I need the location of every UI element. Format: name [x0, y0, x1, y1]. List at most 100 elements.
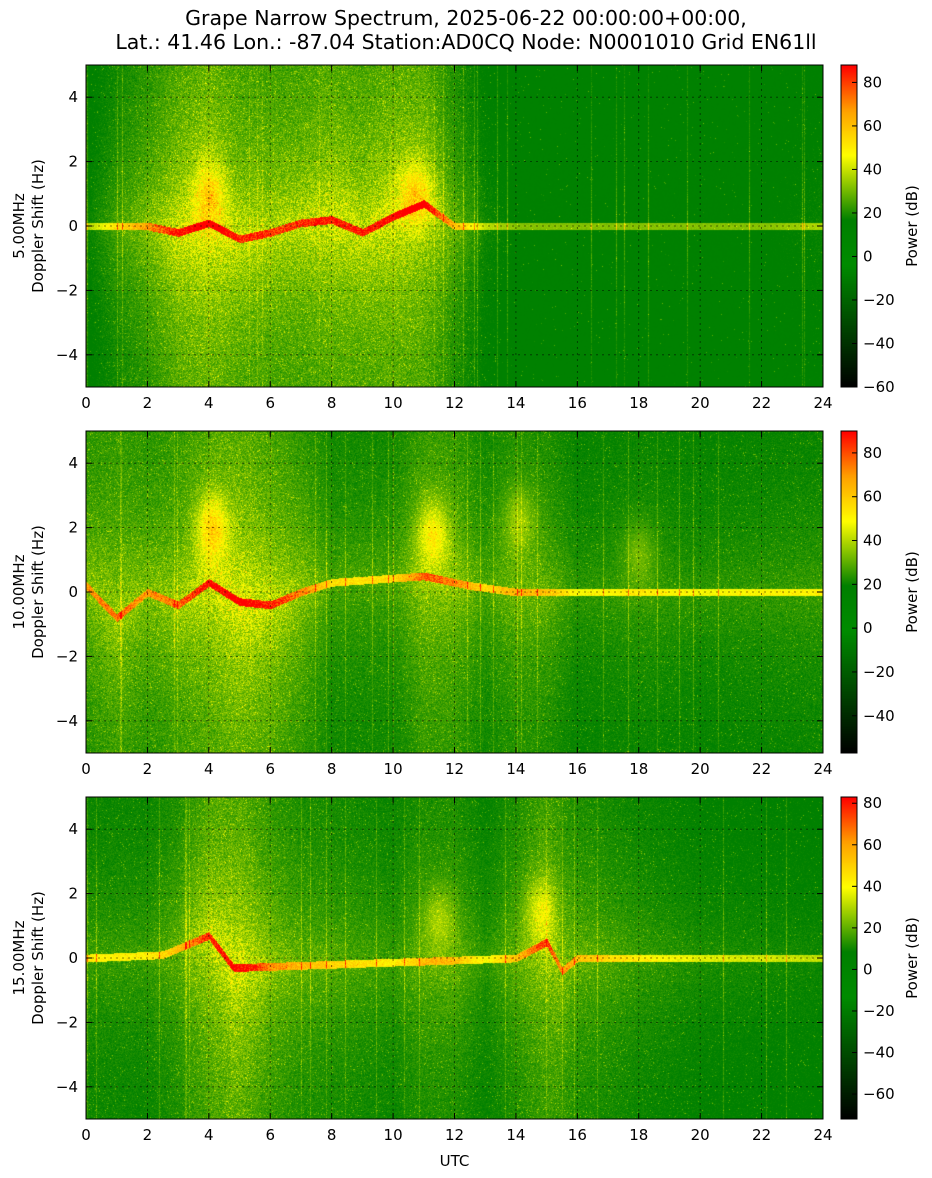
y-tick-label: 4 — [68, 88, 78, 106]
y-tick-label: 0 — [68, 583, 78, 601]
x-tick-label: 6 — [265, 394, 275, 412]
x-tick-label: 8 — [327, 394, 337, 412]
x-tick-label: 4 — [204, 760, 214, 778]
x-tick-label: 14 — [506, 394, 525, 412]
figure-title: Grape Narrow Spectrum, 2025-06-22 00:00:… — [0, 6, 932, 54]
colorbar-tick-label: 60 — [863, 117, 882, 135]
colorbar-tick-label: 40 — [863, 532, 882, 550]
y-tick-label: −2 — [56, 647, 78, 665]
y-axis-label: Doppler Shift (Hz) — [29, 525, 47, 659]
colorbar-5mhz — [841, 65, 857, 387]
x-tick-label: 2 — [143, 1126, 153, 1144]
x-tick-label: 12 — [445, 760, 464, 778]
colorbar-label: Power (dB) — [903, 551, 921, 633]
x-tick-label: 20 — [691, 1126, 710, 1144]
x-tick-label: 10 — [384, 760, 403, 778]
x-tick-label: 20 — [691, 394, 710, 412]
x-tick-label: 14 — [506, 1126, 525, 1144]
x-tick-label: 8 — [327, 1126, 337, 1144]
colorbar-tick-label: 80 — [863, 794, 882, 812]
colorbar-tick-label: 80 — [863, 444, 882, 462]
colorbar-frame — [840, 64, 858, 388]
colorbar-label: Power (dB) — [903, 185, 921, 267]
colorbar-tick-label: 0 — [863, 247, 873, 265]
x-tick-label: 10 — [384, 1126, 403, 1144]
y-tick-label: −2 — [56, 1013, 78, 1031]
colorbar-tick-label: 60 — [863, 836, 882, 854]
y-tick-label: 4 — [68, 454, 78, 472]
x-tick-label: 4 — [204, 1126, 214, 1144]
x-tick-label: 16 — [568, 1126, 587, 1144]
colorbar-frame — [840, 796, 858, 1120]
x-tick-label: 6 — [265, 760, 275, 778]
y-tick-label: 2 — [68, 519, 78, 537]
colorbar-tick-label: 40 — [863, 877, 882, 895]
x-tick-label: 24 — [813, 760, 832, 778]
colorbar-tick-label: −20 — [863, 663, 895, 681]
y-axis-label-band: 10.00MHz — [10, 554, 28, 629]
colorbar-tick-label: −20 — [863, 291, 895, 309]
colorbar-tick-label: −40 — [863, 707, 895, 725]
x-tick-label: 16 — [568, 394, 587, 412]
spectrogram-5mhz — [86, 65, 823, 387]
y-tick-label: −4 — [56, 346, 78, 364]
x-tick-label: 18 — [629, 394, 648, 412]
x-tick-label: 22 — [752, 1126, 771, 1144]
colorbar-tick-label: 20 — [863, 204, 882, 222]
y-tick-label: 0 — [68, 217, 78, 235]
y-axis-label-band: 5.00MHz — [10, 193, 28, 259]
x-tick-label: 2 — [143, 760, 153, 778]
x-tick-label: 12 — [445, 394, 464, 412]
x-tick-label: 12 — [445, 1126, 464, 1144]
x-tick-label: 4 — [204, 394, 214, 412]
colorbar-tick-label: −40 — [863, 1044, 895, 1062]
spectrogram-10mhz — [86, 431, 823, 753]
x-tick-label: 18 — [629, 760, 648, 778]
x-tick-label: 18 — [629, 1126, 648, 1144]
y-tick-label: 4 — [68, 820, 78, 838]
colorbar-tick-label: −20 — [863, 1002, 895, 1020]
x-tick-label: 20 — [691, 760, 710, 778]
x-tick-label: 8 — [327, 760, 337, 778]
colorbar-tick-label: −60 — [863, 378, 895, 396]
colorbar-tick-label: 80 — [863, 73, 882, 91]
colorbar-tick-label: 60 — [863, 488, 882, 506]
colorbar-tick-label: 0 — [863, 960, 873, 978]
x-tick-label: 0 — [81, 1126, 91, 1144]
figure-title-line1: Grape Narrow Spectrum, 2025-06-22 00:00:… — [185, 6, 747, 30]
y-axis-label: Doppler Shift (Hz) — [29, 891, 47, 1025]
x-tick-label: 14 — [506, 760, 525, 778]
figure-title-line2: Lat.: 41.46 Lon.: -87.04 Station:AD0CQ N… — [115, 30, 817, 54]
x-tick-label: 22 — [752, 394, 771, 412]
x-tick-label: 22 — [752, 760, 771, 778]
colorbar-tick-label: 20 — [863, 919, 882, 937]
colorbar-15mhz — [841, 797, 857, 1119]
y-axis-label-band: 15.00MHz — [10, 920, 28, 995]
y-tick-label: 0 — [68, 949, 78, 967]
spectrogram-15mhz — [86, 797, 823, 1119]
colorbar-tick-label: 20 — [863, 575, 882, 593]
y-tick-label: −4 — [56, 1078, 78, 1096]
colorbar-tick-label: 40 — [863, 160, 882, 178]
y-tick-label: 2 — [68, 885, 78, 903]
y-axis-label: Doppler Shift (Hz) — [29, 159, 47, 293]
x-tick-label: 2 — [143, 394, 153, 412]
x-tick-label: 0 — [81, 394, 91, 412]
y-tick-label: −4 — [56, 712, 78, 730]
colorbar-10mhz — [841, 431, 857, 753]
x-tick-label: 10 — [384, 394, 403, 412]
x-tick-label: 24 — [813, 1126, 832, 1144]
colorbar-label: Power (dB) — [903, 917, 921, 999]
x-axis-label: UTC — [440, 1152, 470, 1170]
y-tick-label: 2 — [68, 153, 78, 171]
colorbar-tick-label: 0 — [863, 619, 873, 637]
colorbar-tick-label: −40 — [863, 334, 895, 352]
x-tick-label: 0 — [81, 760, 91, 778]
colorbar-tick-label: −60 — [863, 1085, 895, 1103]
x-tick-label: 16 — [568, 760, 587, 778]
x-tick-label: 6 — [265, 1126, 275, 1144]
colorbar-frame — [840, 430, 858, 754]
x-tick-label: 24 — [813, 394, 832, 412]
y-tick-label: −2 — [56, 281, 78, 299]
